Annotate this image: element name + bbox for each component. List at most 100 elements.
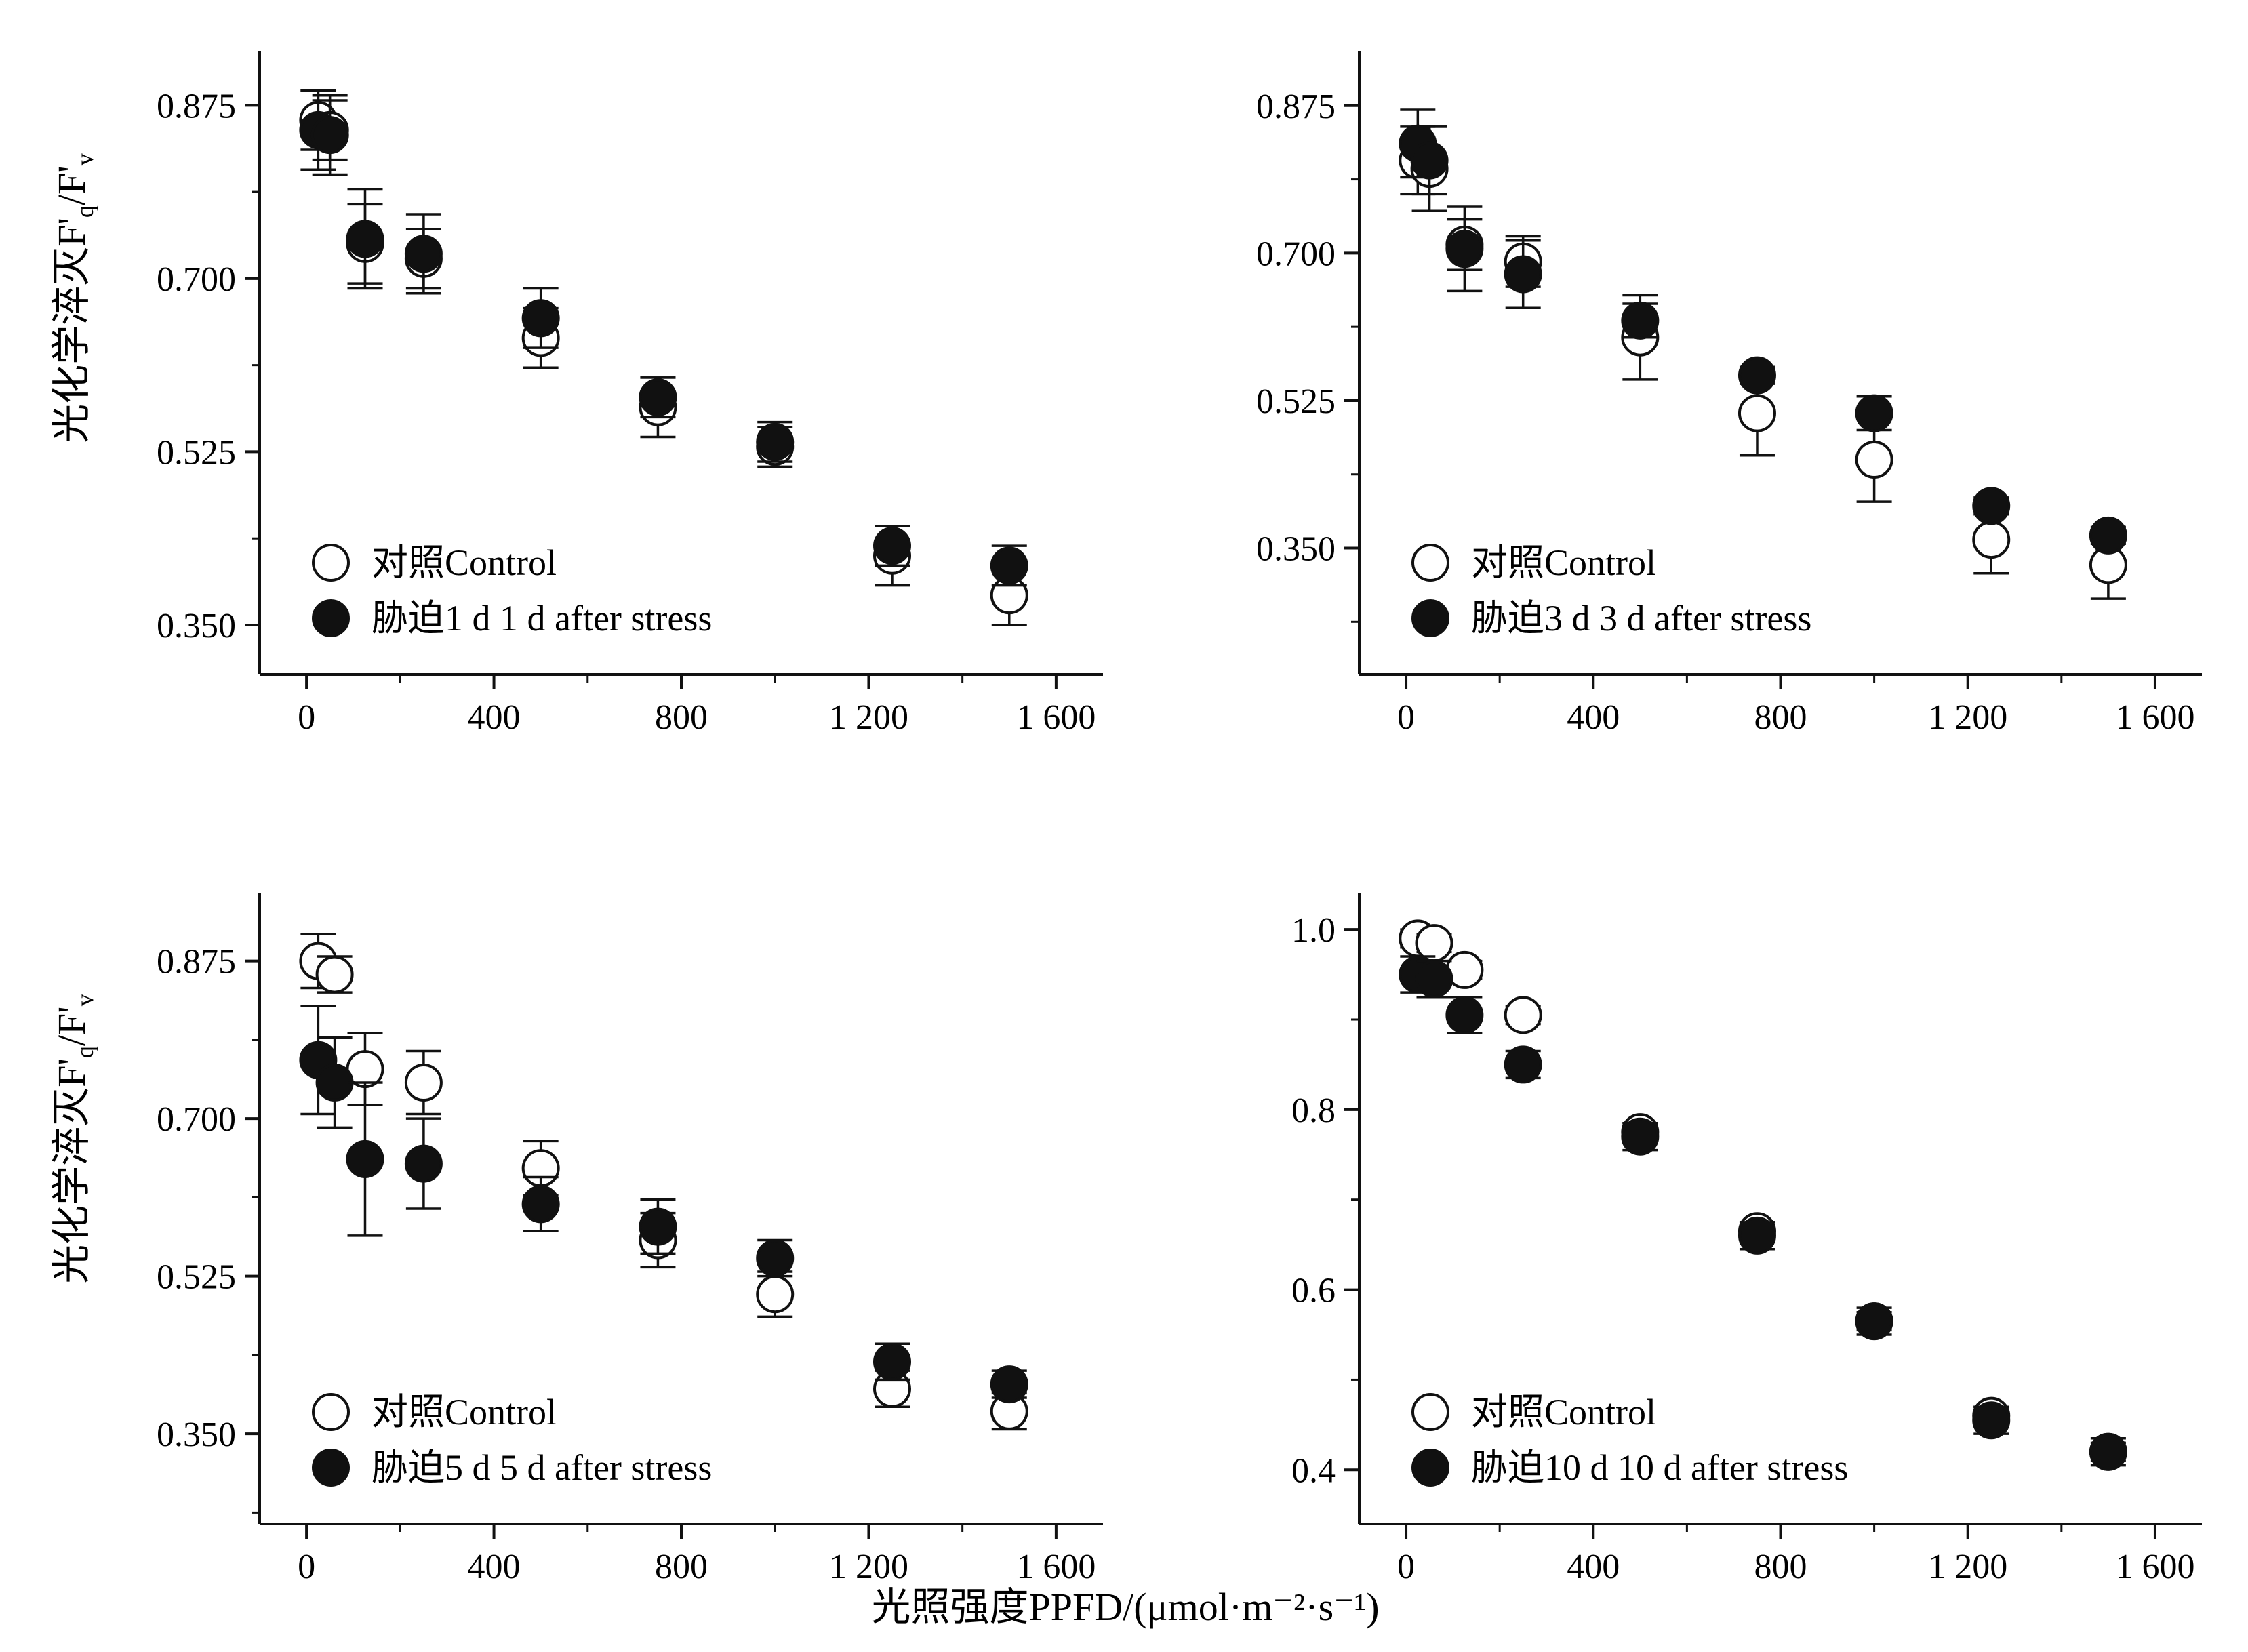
data-point-stress <box>1855 394 1893 432</box>
data-point-stress <box>2089 516 2127 555</box>
legend-marker-control <box>312 1393 350 1431</box>
svg-text:光化学淬灭F'q/F'v: 光化学淬灭F'q/F'v <box>49 994 98 1284</box>
x-tick-label: 400 <box>468 698 521 737</box>
legend-marker-stress <box>1411 599 1449 637</box>
legend-label: 胁迫10 d 10 d after stress <box>1471 1447 1848 1488</box>
x-tick-label: 0 <box>298 698 315 737</box>
chart-panel-1: 0 400 800 1 200 1 600 0.350 0.525 0.700 0.875 对照C… <box>157 51 1103 737</box>
legend-label: 对照Control <box>1471 542 1656 583</box>
legend-label: 胁迫3 d 3 d after stress <box>1471 598 1811 639</box>
y-tick-label: 0.4 <box>1291 1451 1336 1490</box>
data-point-stress <box>639 1207 677 1246</box>
data-point-control <box>315 955 354 994</box>
data-point-stress <box>521 1185 560 1224</box>
x-tick-label: 0 <box>1397 1548 1415 1586</box>
svg-text:光化学淬灭F'q/F'v: 光化学淬灭F'q/F'v <box>49 153 98 443</box>
legend-label: 对照Control <box>372 1392 557 1432</box>
data-point-stress <box>315 1064 354 1102</box>
data-point-stress <box>346 220 384 258</box>
x-tick-label: 400 <box>1567 1548 1620 1586</box>
y-tick-label: 0.525 <box>157 1258 236 1297</box>
x-tick-label: 800 <box>1754 698 1807 737</box>
y-tick-label: 0.350 <box>1256 530 1336 569</box>
x-tick-label: 400 <box>468 1548 521 1586</box>
data-point-control <box>756 1275 795 1314</box>
legend-marker-stress <box>312 599 350 637</box>
legend-marker-stress <box>312 1449 350 1487</box>
legend-marker-control <box>312 544 350 582</box>
y-axis-label-bottom: 光化学淬灭F'q/F'v <box>49 994 98 1284</box>
x-tick-label: 1 200 <box>829 1548 908 1586</box>
data-point-stress <box>1621 301 1660 340</box>
y-tick-label: 0.350 <box>157 607 236 645</box>
data-point-control <box>1504 996 1542 1034</box>
data-point-stress <box>1445 996 1484 1034</box>
y-tick-label: 0.350 <box>157 1415 236 1454</box>
data-point-stress <box>990 546 1028 585</box>
x-tick-label: 1 200 <box>1928 1548 2007 1586</box>
data-point-stress <box>404 1144 443 1183</box>
y-tick-label: 0.700 <box>157 260 236 299</box>
data-point-stress <box>521 299 560 338</box>
x-tick-label: 800 <box>1754 1548 1807 1586</box>
legend-marker-stress <box>1411 1449 1449 1487</box>
x-tick-label: 0 <box>1397 698 1415 737</box>
data-point-control <box>1738 394 1776 432</box>
y-tick-label: 0.6 <box>1291 1272 1336 1310</box>
data-point-stress <box>756 422 795 461</box>
data-point-stress <box>404 235 443 273</box>
data-point-stress <box>1972 487 2011 525</box>
data-point-control <box>1855 440 1893 479</box>
legend-label: 对照Control <box>1471 1392 1656 1432</box>
data-point-stress <box>756 1239 795 1278</box>
x-tick-label: 1 200 <box>1928 698 2007 737</box>
y-tick-label: 0.525 <box>157 433 236 472</box>
data-point-stress <box>1738 1216 1776 1255</box>
x-tick-label: 1 200 <box>829 698 908 737</box>
chart-panel-2: 0 400 800 1 200 1 600 0.350 0.525 0.700 0.875 对照C… <box>1256 51 2202 737</box>
data-point-stress <box>346 1140 384 1178</box>
x-axis-label: 光照强度PPFD/(μmol·m⁻²·s⁻¹) <box>871 1585 1379 1629</box>
data-point-stress <box>873 527 911 565</box>
x-tick-label: 1 600 <box>1016 1548 1096 1586</box>
y-tick-label: 0.700 <box>1256 235 1336 273</box>
y-tick-label: 0.8 <box>1291 1091 1336 1130</box>
data-point-stress <box>990 1365 1028 1404</box>
y-axis-label-top: 光化学淬灭F'q/F'v <box>49 153 98 443</box>
x-tick-label: 800 <box>655 698 708 737</box>
data-point-stress <box>2089 1432 2127 1471</box>
legend-label: 胁迫1 d 1 d after stress <box>372 598 712 639</box>
data-point-stress <box>1445 230 1484 268</box>
y-tick-label: 1.0 <box>1291 911 1336 950</box>
data-point-stress <box>1410 141 1449 180</box>
y-tick-label: 0.525 <box>1256 382 1336 421</box>
y-tick-label: 0.875 <box>157 87 236 125</box>
legend-label: 对照Control <box>372 542 557 583</box>
data-point-control <box>404 1064 443 1102</box>
data-point-stress <box>1738 356 1776 395</box>
x-tick-label: 1 600 <box>2115 1548 2194 1586</box>
legend-label: 胁迫5 d 5 d after stress <box>372 1447 712 1488</box>
legend-marker-control <box>1411 544 1449 582</box>
y-tick-label: 0.875 <box>157 943 236 982</box>
chart-panel-3: 0 400 800 1 200 1 600 0.350 0.525 0.700 0.875 对照C… <box>157 893 1103 1586</box>
x-tick-label: 800 <box>655 1548 708 1586</box>
data-point-control <box>1972 521 2011 559</box>
x-tick-label: 1 600 <box>1016 698 1096 737</box>
x-tick-label: 1 600 <box>2115 698 2194 737</box>
data-point-stress <box>1972 1401 2011 1440</box>
data-point-stress <box>639 378 677 417</box>
data-point-stress <box>1504 255 1542 294</box>
y-tick-label: 0.700 <box>157 1100 236 1139</box>
data-point-stress <box>1855 1302 1893 1341</box>
y-tick-label: 0.875 <box>1256 87 1336 126</box>
data-point-stress <box>1415 960 1453 999</box>
data-point-stress <box>1504 1045 1542 1084</box>
data-point-stress <box>873 1342 911 1381</box>
legend-marker-control <box>1411 1393 1449 1431</box>
data-point-stress <box>1621 1117 1660 1156</box>
x-tick-label: 400 <box>1567 698 1620 737</box>
chart-panel-4: 0 400 800 1 200 1 600 0.4 0.6 0.8 1.0 对照Control 胁迫… <box>1291 893 2202 1586</box>
x-tick-label: 0 <box>298 1548 315 1586</box>
